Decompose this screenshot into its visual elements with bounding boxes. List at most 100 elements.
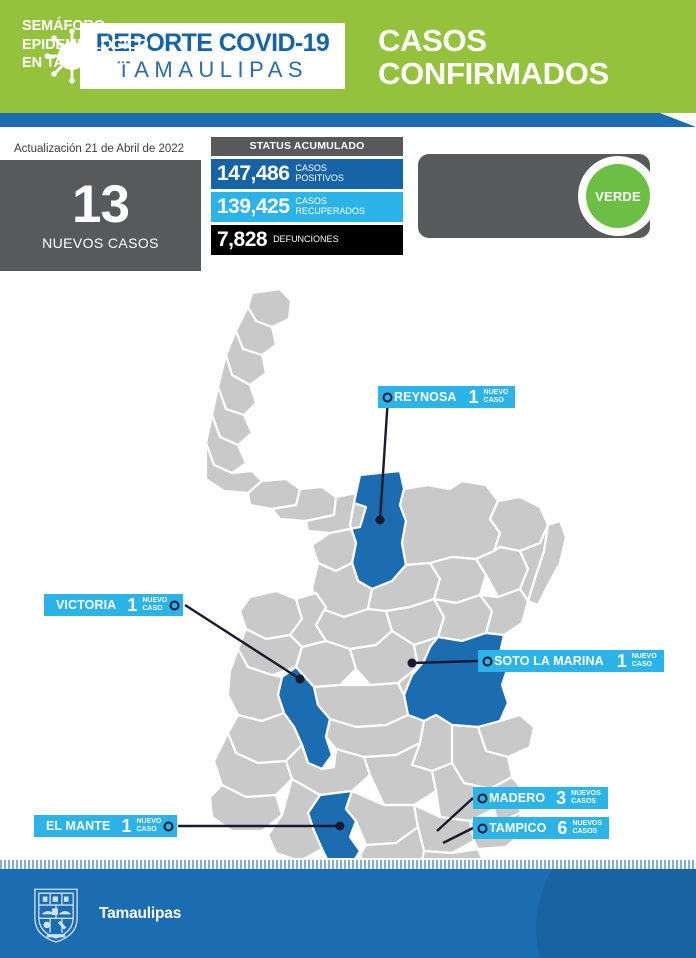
header-blue-divider (0, 113, 696, 127)
region-cn-6 (518, 523, 550, 603)
callout-reynosa-name: REYNOSA (394, 390, 457, 404)
logo-title-line1: REPORTE COVID-19 (95, 28, 330, 57)
semaforo-status-badge: VERDE (586, 164, 650, 228)
update-date: Actualización 21 de Abril de 2022 (14, 143, 185, 155)
callout-victoria-name: VICTORIA (56, 598, 117, 612)
callout-reynosa-unit-line2: CASO (483, 397, 504, 404)
region-matamoros (398, 479, 502, 567)
callout-marker-icon (382, 392, 393, 403)
region-cn-1 (310, 501, 368, 573)
stat-positive-label: CASOS POSITIVOS (295, 163, 344, 183)
stat-recovered-number: 139,425 (217, 195, 290, 218)
report-logo: REPORTE COVID-19 TAMAULIPAS (80, 23, 345, 89)
callout-marker-icon (169, 600, 180, 611)
stat-positive-number: 147,486 (217, 162, 290, 185)
stat-row-positive: 147,486 CASOS POSITIVOS (211, 159, 403, 189)
map-dot-soto (407, 658, 417, 668)
callout-el-mante[interactable]: EL MANTE 1 NUEVO CASO (34, 815, 178, 837)
page-title: CASOS CONFIRMADOS (378, 24, 609, 91)
map-dot-elmante (335, 821, 345, 831)
region-cs-3 (396, 635, 440, 697)
semaforo-label-line1: SEMÁFORO (22, 18, 105, 34)
callout-soto-count: 1 (616, 651, 627, 671)
leader-line-victoria (184, 603, 301, 681)
callout-madero-unit-line1: NUEVOS (571, 790, 601, 798)
new-cases-panel: 13 NUEVOS CASOS (0, 160, 201, 271)
callout-marker-icon (163, 821, 174, 832)
region-s-12 (421, 847, 484, 858)
footer-hatch-pattern (0, 858, 696, 869)
footer-label: Tamaulipas (99, 905, 182, 922)
map-dot-reynosa (375, 515, 385, 525)
callout-soto-unit-line1: NUEVO (631, 653, 657, 661)
region-s-7 (266, 777, 324, 858)
callout-victoria-unit: NUEVO CASO (142, 597, 167, 612)
callout-soto-la-marina[interactable]: SOTO LA MARINA 1 NUEVO CASO (478, 650, 664, 672)
callout-tampico-name: TAMPICO (489, 821, 547, 835)
stat-positive-label-line2: POSITIVOS (295, 172, 344, 183)
stat-positive-label-line1: CASOS (295, 163, 327, 174)
accumulated-status-panel: STATUS ACUMULADO 147,486 CASOS POSITIVOS… (211, 137, 403, 255)
callout-victoria-unit-line2: CASO (142, 605, 163, 612)
callout-madero-name: MADERO (489, 791, 546, 805)
leader-line-tampico (442, 826, 474, 845)
semaforo-status-text: VERDE (595, 188, 641, 204)
header-banner: REPORTE COVID-19 TAMAULIPAS CASOS CONFIR… (0, 0, 696, 113)
callout-madero-unit: NUEVOS CASOS (571, 790, 601, 805)
region-cn-10 (478, 587, 530, 637)
callout-victoria-count: 1 (127, 595, 138, 615)
footer-decorative-arc (536, 869, 696, 958)
callout-reynosa[interactable]: REYNOSA 1 NUEVO CASO (378, 386, 516, 408)
stat-recovered-label-line2: RECUPERADOS (295, 205, 365, 216)
tamaulipas-coat-of-arms-icon (34, 888, 78, 943)
map-svg (178, 287, 568, 858)
callout-marker-icon (482, 656, 493, 667)
callout-victoria[interactable]: VICTORIA 1 NUEVO CASO (44, 594, 184, 616)
page-title-line1: CASOS (378, 23, 487, 58)
tamaulipas-map: REYNOSA 1 NUEVO CASO VICTORIA 1 NUEVO CA… (0, 275, 696, 858)
stat-recovered-label-line1: CASOS (295, 196, 327, 207)
callout-soto-unit: NUEVO CASO (632, 653, 657, 668)
callout-tampico-unit-line1: NUEVOS (572, 820, 602, 828)
callout-reynosa-count: 1 (468, 387, 479, 407)
callout-reynosa-unit: NUEVO CASO (484, 389, 509, 404)
callout-elmante-unit-line2: CASO (136, 826, 157, 833)
region-s-6 (208, 783, 284, 833)
region-s-11 (358, 825, 426, 858)
callout-madero-count: 3 (556, 788, 567, 808)
callout-elmante-count: 1 (121, 816, 132, 836)
footer-bar: Tamaulipas (0, 869, 696, 958)
stat-deaths-number: 7,828 (217, 228, 268, 251)
callout-tampico-unit-line2: CASOS (572, 828, 598, 835)
callout-tampico-count: 6 (557, 818, 568, 838)
semaforo-label-line2: EPIDEMIOLÓGICO (22, 36, 149, 53)
region-s-1 (212, 731, 294, 799)
callout-tampico-unit: NUEVOS CASOS (572, 820, 602, 835)
callout-soto-name: SOTO LA MARINA (494, 654, 604, 668)
callout-madero-unit-line2: CASOS (571, 798, 597, 805)
callout-elmante-unit: NUEVO CASO (136, 818, 161, 833)
stat-row-recovered: 139,425 CASOS RECUPERADOS (211, 192, 403, 222)
semaforo-label-line3: EN TAMAULIPAS (22, 55, 138, 72)
semaforo-label: SEMÁFORO EPIDEMIOLÓGICO EN TAMAULIPAS (22, 17, 149, 73)
callout-madero[interactable]: MADERO 3 NUEVOS CASOS (473, 787, 608, 809)
callout-soto-unit-line2: CASO (631, 661, 652, 668)
new-cases-label: NUEVOS CASOS (42, 234, 159, 251)
stat-deaths-label-line1: DEFUNCIONES (273, 233, 339, 244)
leader-line-soto (411, 659, 479, 665)
stat-recovered-label: CASOS RECUPERADOS (295, 196, 365, 216)
callout-reynosa-unit-line1: NUEVO (483, 389, 509, 397)
callout-elmante-unit-line1: NUEVO (136, 818, 162, 826)
leader-line-madero (436, 797, 474, 832)
stat-deaths-label: DEFUNCIONES (273, 233, 339, 244)
callout-tampico[interactable]: TAMPICO 6 NUEVOS CASOS (473, 817, 609, 839)
page-title-line2: CONFIRMADOS (378, 56, 609, 92)
callout-marker-icon (477, 793, 488, 804)
leader-line-reynosa (378, 396, 390, 521)
callout-marker-icon (477, 823, 488, 834)
map-dot-victoria (295, 674, 305, 684)
region-reynosa (348, 469, 408, 591)
new-cases-number: 13 (72, 175, 130, 235)
logo-title-line2: TAMAULIPAS (116, 56, 309, 82)
callout-elmante-name: EL MANTE (46, 819, 111, 833)
